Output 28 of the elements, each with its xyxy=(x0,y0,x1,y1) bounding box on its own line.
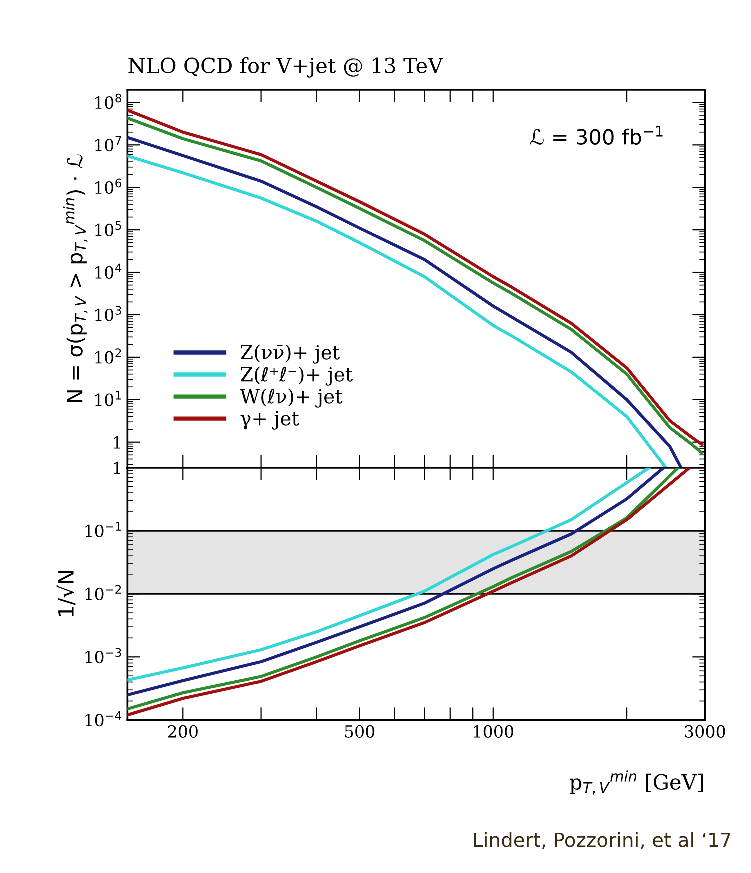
y-tick-label: 10$^{−1}$ xyxy=(86,522,122,538)
x-axis-title: p$_{T,V}$$^{min}$ [GeV] xyxy=(570,770,704,795)
text: Lindert, Pozzorini, et al ‘17 xyxy=(474,832,731,850)
x-tick-label: 500 xyxy=(345,725,375,738)
y-tick-label: 10$^{3}$ xyxy=(96,306,122,322)
x-tick-label: 1000 xyxy=(474,725,514,738)
y-tick-label: 10$^{4}$ xyxy=(96,264,122,279)
legend-label: Z(νν̄)+ jet xyxy=(240,344,340,364)
y-tick-label: 1 xyxy=(114,436,120,449)
y-axis-title: 1/√N xyxy=(56,572,76,616)
y-tick-label: 10$^{6}$ xyxy=(96,178,122,194)
y-tick-label: 10$^{−4}$ xyxy=(86,712,122,727)
y-tick-label: 10$^{7}$ xyxy=(96,136,122,152)
y-tick-label: 10$^{8}$ xyxy=(96,94,122,110)
annotation: ℒ = 300 fb$^{−1}$ xyxy=(530,126,663,145)
y-tick-label: 10$^{−3}$ xyxy=(86,648,122,664)
legend-label: W(ℓν)+ jet xyxy=(240,388,343,408)
y-tick-label: 10$^{2}$ xyxy=(96,348,122,364)
x-tick-label: 200 xyxy=(168,725,198,738)
y-tick-label: 10$^{−2}$ xyxy=(86,585,122,601)
legend-label: γ+ jet xyxy=(240,411,300,430)
y-axis-title: N = σ(p$_{T,V}$ > p$_{T,V}$$^{min}$) · ℒ xyxy=(64,154,88,402)
y-tick-label: 10$^{5}$ xyxy=(96,221,122,237)
chart-title: NLO QCD for V+jet @ 13 TeV xyxy=(128,57,444,78)
y-tick-label: 10$^{1}$ xyxy=(96,391,122,406)
x-tick-label: 3000 xyxy=(685,725,726,738)
y-tick-label: 1 xyxy=(114,462,120,474)
legend-label: Z(ℓ⁺ℓ⁻)+ jet xyxy=(240,366,353,386)
